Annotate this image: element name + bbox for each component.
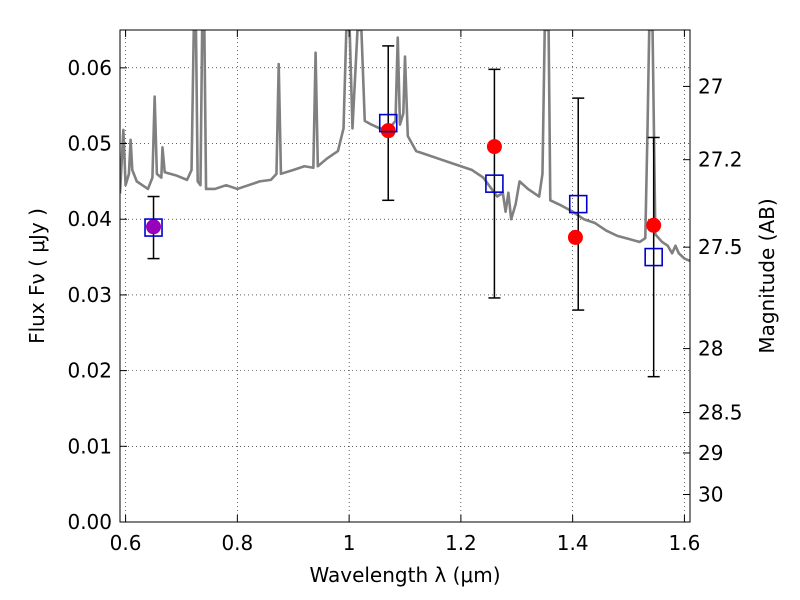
error-bars bbox=[147, 45, 660, 378]
mag-tick-label: 29 bbox=[698, 441, 723, 465]
y-axis-label: Flux Fν ( μJy ) bbox=[25, 208, 49, 344]
mag-tick-label: 27.2 bbox=[698, 148, 743, 172]
model-point bbox=[146, 219, 162, 235]
observed-point bbox=[378, 113, 398, 133]
spectrum-line bbox=[120, 30, 690, 263]
mag-tick-label: 28 bbox=[698, 337, 723, 361]
axis-ticks bbox=[120, 30, 690, 523]
x-tick-label: 0.8 bbox=[221, 531, 253, 555]
plot-frame bbox=[119, 29, 691, 523]
mag-tick-label: 30 bbox=[698, 483, 723, 507]
model-point bbox=[380, 123, 396, 139]
y-tick-label: 0.06 bbox=[67, 56, 112, 80]
model-point bbox=[567, 229, 583, 245]
observed-point bbox=[644, 247, 663, 267]
model-point bbox=[646, 217, 662, 233]
y-tick-label: 0.00 bbox=[67, 510, 112, 534]
y-tick-label: 0.05 bbox=[67, 132, 112, 156]
mag-tick-label: 27 bbox=[698, 74, 723, 98]
plot-area bbox=[120, 30, 690, 522]
x-tick-label: 1.2 bbox=[445, 531, 477, 555]
y-tick-label: 0.02 bbox=[67, 359, 112, 383]
observed-point bbox=[568, 194, 588, 214]
x-tick-label: 0.6 bbox=[110, 531, 142, 555]
tick-labels: 0.6 0.8 1 1.2 1.4 1.6 0.00 0.01 0.02 0.03 0.04 0.05… bbox=[67, 56, 742, 555]
model-spectrum bbox=[120, 30, 690, 263]
data-markers bbox=[144, 113, 663, 267]
y-axis-label-right: Magnitude (AB) bbox=[755, 198, 779, 353]
model-point bbox=[486, 139, 502, 155]
observed-point bbox=[485, 174, 504, 193]
x-tick-label: 1.6 bbox=[669, 531, 701, 555]
mag-tick-label: 28.5 bbox=[698, 401, 743, 425]
y-tick-label: 0.04 bbox=[67, 207, 112, 231]
x-tick-label: 1 bbox=[343, 531, 356, 555]
x-tick-label: 1.4 bbox=[557, 531, 589, 555]
y-tick-label: 0.01 bbox=[67, 434, 112, 458]
mag-tick-label: 27.5 bbox=[698, 235, 743, 259]
y-tick-label: 0.03 bbox=[67, 283, 112, 307]
observed-point bbox=[144, 218, 163, 237]
x-axis-label: Wavelength λ (μm) bbox=[309, 563, 500, 587]
